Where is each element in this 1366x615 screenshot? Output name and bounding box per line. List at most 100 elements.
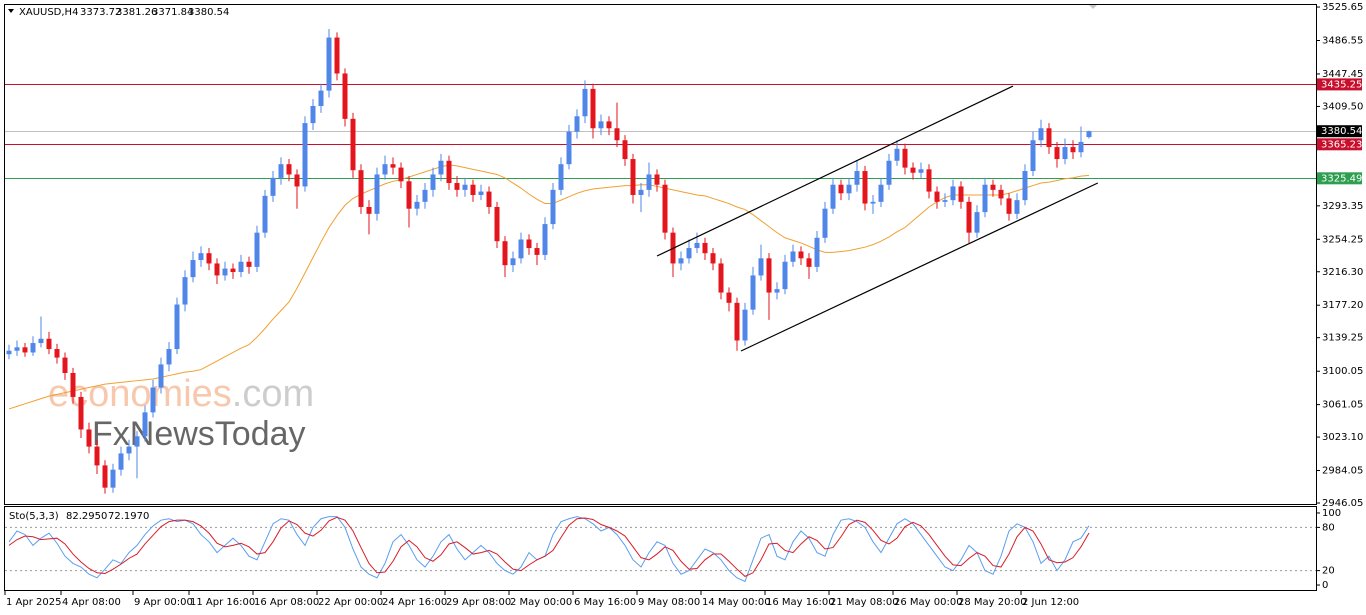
candle-body: [238, 261, 244, 273]
candle-body: [614, 128, 620, 141]
candle-body: [654, 174, 660, 185]
candle-body: [638, 189, 644, 195]
candle-body: [1054, 147, 1060, 160]
candle-body: [342, 73, 348, 119]
candle-body: [54, 349, 60, 358]
candle-body: [902, 148, 908, 168]
candle-body: [182, 277, 188, 305]
candle-body: [854, 171, 860, 185]
indicator-name: Sto(5,3,3): [9, 511, 59, 522]
y-tick-label: 3254.25: [1322, 234, 1363, 245]
x-tick-label: 9 Apr 00:00: [134, 597, 193, 608]
candle-body: [926, 169, 932, 192]
candle-body: [766, 258, 772, 293]
candle-body: [726, 292, 732, 303]
candle-body: [230, 268, 236, 273]
candle-body: [758, 258, 764, 276]
indicator-signal-value: 72.1970: [108, 511, 149, 522]
candle-body: [630, 159, 636, 195]
y-tick-label: 3139.25: [1322, 333, 1363, 344]
price-tag: [1317, 78, 1362, 91]
candle-body: [566, 131, 572, 165]
x-tick-label: 2 May 00:00: [510, 597, 572, 608]
y-tick-label: 3061.05: [1322, 400, 1363, 411]
x-tick-label: 4 Apr 08:00: [62, 597, 121, 608]
price-tag-label: 3380.54: [1321, 126, 1362, 137]
price-tag-label: 3365.23: [1321, 139, 1362, 150]
candle-body: [246, 261, 252, 267]
x-tick-label: 24 Apr 16:00: [382, 597, 447, 608]
price-tag: [1317, 125, 1362, 138]
candle-body: [350, 118, 356, 171]
candle-body: [966, 201, 972, 233]
candle-body: [950, 186, 956, 201]
candle-body: [550, 189, 556, 225]
candle-body: [646, 174, 652, 190]
candle-body: [894, 148, 900, 161]
candle-body: [886, 160, 892, 185]
candle-body: [382, 164, 388, 175]
candle-body: [734, 302, 740, 341]
candle-body: [198, 253, 204, 261]
candle-body: [998, 189, 1004, 199]
candle-body: [174, 304, 180, 350]
candle-body: [118, 453, 124, 470]
candle-body: [94, 446, 100, 466]
ohlc-low: 3371.84: [152, 7, 193, 18]
symbol-label: XAUUSD,H4: [19, 7, 78, 18]
y-tick-label: 3293.35: [1322, 201, 1363, 212]
candle-body: [934, 191, 940, 202]
y-tick-label: 3409.50: [1322, 101, 1363, 112]
candle-body: [222, 268, 228, 276]
x-tick-label: 26 May 00:00: [894, 597, 963, 608]
x-tick-label: 9 May 08:00: [638, 597, 700, 608]
candle-body: [710, 253, 716, 264]
candle-body: [686, 248, 692, 259]
candle-body: [750, 275, 756, 310]
candle-body: [622, 140, 628, 160]
y-tick-label: 3525.65: [1322, 2, 1363, 13]
candle-body: [446, 160, 452, 184]
candle-body: [1014, 200, 1020, 214]
candle-body: [718, 263, 724, 293]
x-tick-label: 16 May 16:00: [766, 597, 835, 608]
candle-body: [606, 121, 612, 129]
y-tick-label: 80: [1322, 522, 1335, 533]
y-tick-label: 3486.55: [1322, 35, 1363, 46]
watermark-partner: FxNewsToday: [92, 415, 306, 453]
candle-body: [366, 206, 372, 214]
candle-body: [478, 191, 484, 195]
candle-body: [310, 106, 316, 124]
candle-body: [30, 343, 36, 353]
candle-body: [1070, 147, 1076, 153]
x-tick-label: 29 Apr 08:00: [446, 597, 511, 608]
menu-arrow[interactable]: [8, 9, 14, 13]
candle-body: [814, 237, 820, 267]
candle-body: [518, 239, 524, 259]
candle-body: [918, 169, 924, 173]
trendline: [656, 85, 1014, 257]
candle-body: [510, 258, 516, 266]
y-tick-label: 3177.20: [1322, 300, 1363, 311]
y-tick-label: 100: [1322, 508, 1341, 519]
candle-body: [422, 189, 428, 202]
candle-body: [14, 347, 20, 351]
candle-body: [798, 251, 804, 259]
indicator-main-value: 82.2950: [66, 511, 107, 522]
candle-body: [574, 116, 580, 132]
candle-body: [958, 186, 964, 202]
candle-body: [1006, 198, 1012, 214]
candle-body: [990, 184, 996, 190]
indicator-panel-frame: [4, 506, 1317, 591]
watermark-brand: economies.com: [48, 373, 314, 415]
candle-body: [790, 251, 796, 262]
candle-body: [702, 242, 708, 254]
x-tick-label: 6 May 16:00: [574, 597, 636, 608]
candle-body: [190, 260, 196, 278]
candle-body: [142, 412, 148, 437]
candle-body: [438, 160, 444, 175]
candle-body: [270, 177, 276, 196]
y-tick-label: 3447.45: [1322, 69, 1363, 80]
